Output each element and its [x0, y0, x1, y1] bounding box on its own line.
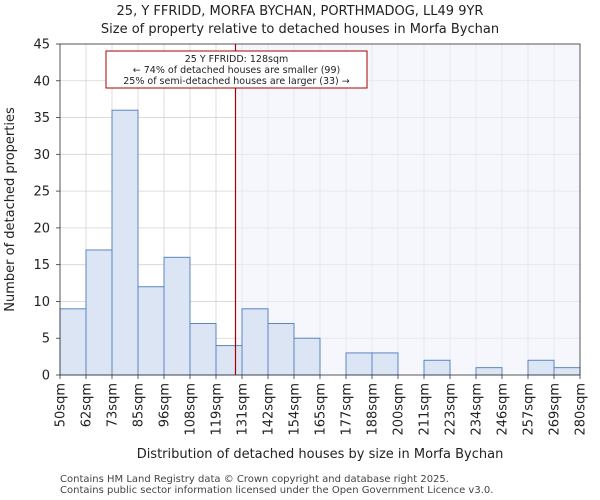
x-tick-label: 62sqm: [80, 383, 95, 427]
bar-211sqm: [423, 359, 451, 376]
y-tick-label: 0: [42, 369, 50, 384]
x-tick-label: 85sqm: [132, 383, 147, 427]
x-tick-label: 50sqm: [54, 383, 69, 427]
x-tick-label: 188sqm: [366, 383, 381, 436]
y-tick-label: 30: [33, 148, 50, 163]
bars: [59, 109, 581, 376]
x-tick-label: 131sqm: [236, 383, 251, 436]
annotation-box: [105, 50, 368, 89]
bar-142sqm: [267, 323, 295, 376]
bar-96sqm: [163, 256, 191, 376]
x-tick-label: 119sqm: [210, 383, 225, 436]
x-axis-label: Distribution of detached houses by size …: [137, 447, 504, 462]
x-tick-label: 257sqm: [522, 383, 537, 436]
y-tick-label: 45: [33, 38, 50, 53]
bar-131sqm: [241, 308, 269, 376]
bar-269sqm: [553, 367, 581, 376]
x-tick-label: 108sqm: [184, 383, 199, 436]
x-tick-label: 96sqm: [158, 383, 173, 427]
bar-73sqm: [111, 109, 139, 376]
x-tick-label: 177sqm: [340, 383, 355, 436]
x-tick-label: 142sqm: [262, 383, 277, 436]
x-tick-label: 280sqm: [574, 383, 589, 436]
bar-62sqm: [85, 249, 113, 376]
footer-licence: Contains public sector information licen…: [60, 485, 494, 496]
annotation-line-3: 25% of semi-detached houses are larger (…: [123, 76, 350, 87]
bar-188sqm: [371, 352, 399, 376]
x-ticks: 50sqm 62sqm 73sqm 85sqm 96sqm 108sqm 119sqm 131…: [54, 375, 589, 436]
bar-154sqm: [293, 337, 321, 376]
y-tick-label: 20: [33, 221, 50, 236]
bar-177sqm: [345, 352, 373, 376]
x-tick-label: 223sqm: [444, 383, 459, 436]
x-tick-label: 246sqm: [496, 383, 511, 436]
y-tick-label: 15: [33, 258, 50, 273]
bar-234sqm: [475, 367, 503, 376]
chart-title: 25, Y FFRIDD, MORFA BYCHAN, PORTHMADOG, …: [116, 4, 484, 19]
annotation-line-1: 25 Y FFRIDD: 128sqm: [185, 54, 288, 65]
y-tick-label: 40: [33, 74, 50, 89]
y-tick-label: 5: [42, 332, 50, 347]
y-axis-label: Number of detached properties: [3, 107, 18, 312]
x-tick-label: 154sqm: [288, 383, 303, 436]
bar-257sqm: [527, 359, 555, 376]
y-tick-label: 25: [33, 185, 50, 200]
bar-85sqm: [137, 286, 165, 376]
bar-108sqm: [189, 323, 217, 376]
footer-copyright: Contains HM Land Registry data © Crown c…: [60, 474, 449, 485]
y-ticks: 0 5 10 15 20 25 30 35 40 45: [33, 38, 60, 384]
bar-119sqm: [215, 345, 243, 376]
y-tick-label: 35: [33, 111, 50, 126]
x-tick-label: 73sqm: [106, 383, 121, 427]
x-tick-label: 200sqm: [392, 383, 407, 436]
y-tick-label: 10: [33, 295, 50, 310]
annotation-line-2: ← 74% of detached houses are smaller (99…: [133, 65, 340, 76]
x-tick-label: 165sqm: [314, 383, 329, 436]
larger-size-shade: [235, 44, 580, 375]
chart-subtitle: Size of property relative to detached ho…: [100, 22, 500, 37]
x-tick-label: 211sqm: [418, 383, 433, 436]
x-tick-label: 269sqm: [548, 383, 563, 436]
x-tick-label: 234sqm: [470, 383, 485, 436]
bar-50sqm: [59, 308, 87, 376]
